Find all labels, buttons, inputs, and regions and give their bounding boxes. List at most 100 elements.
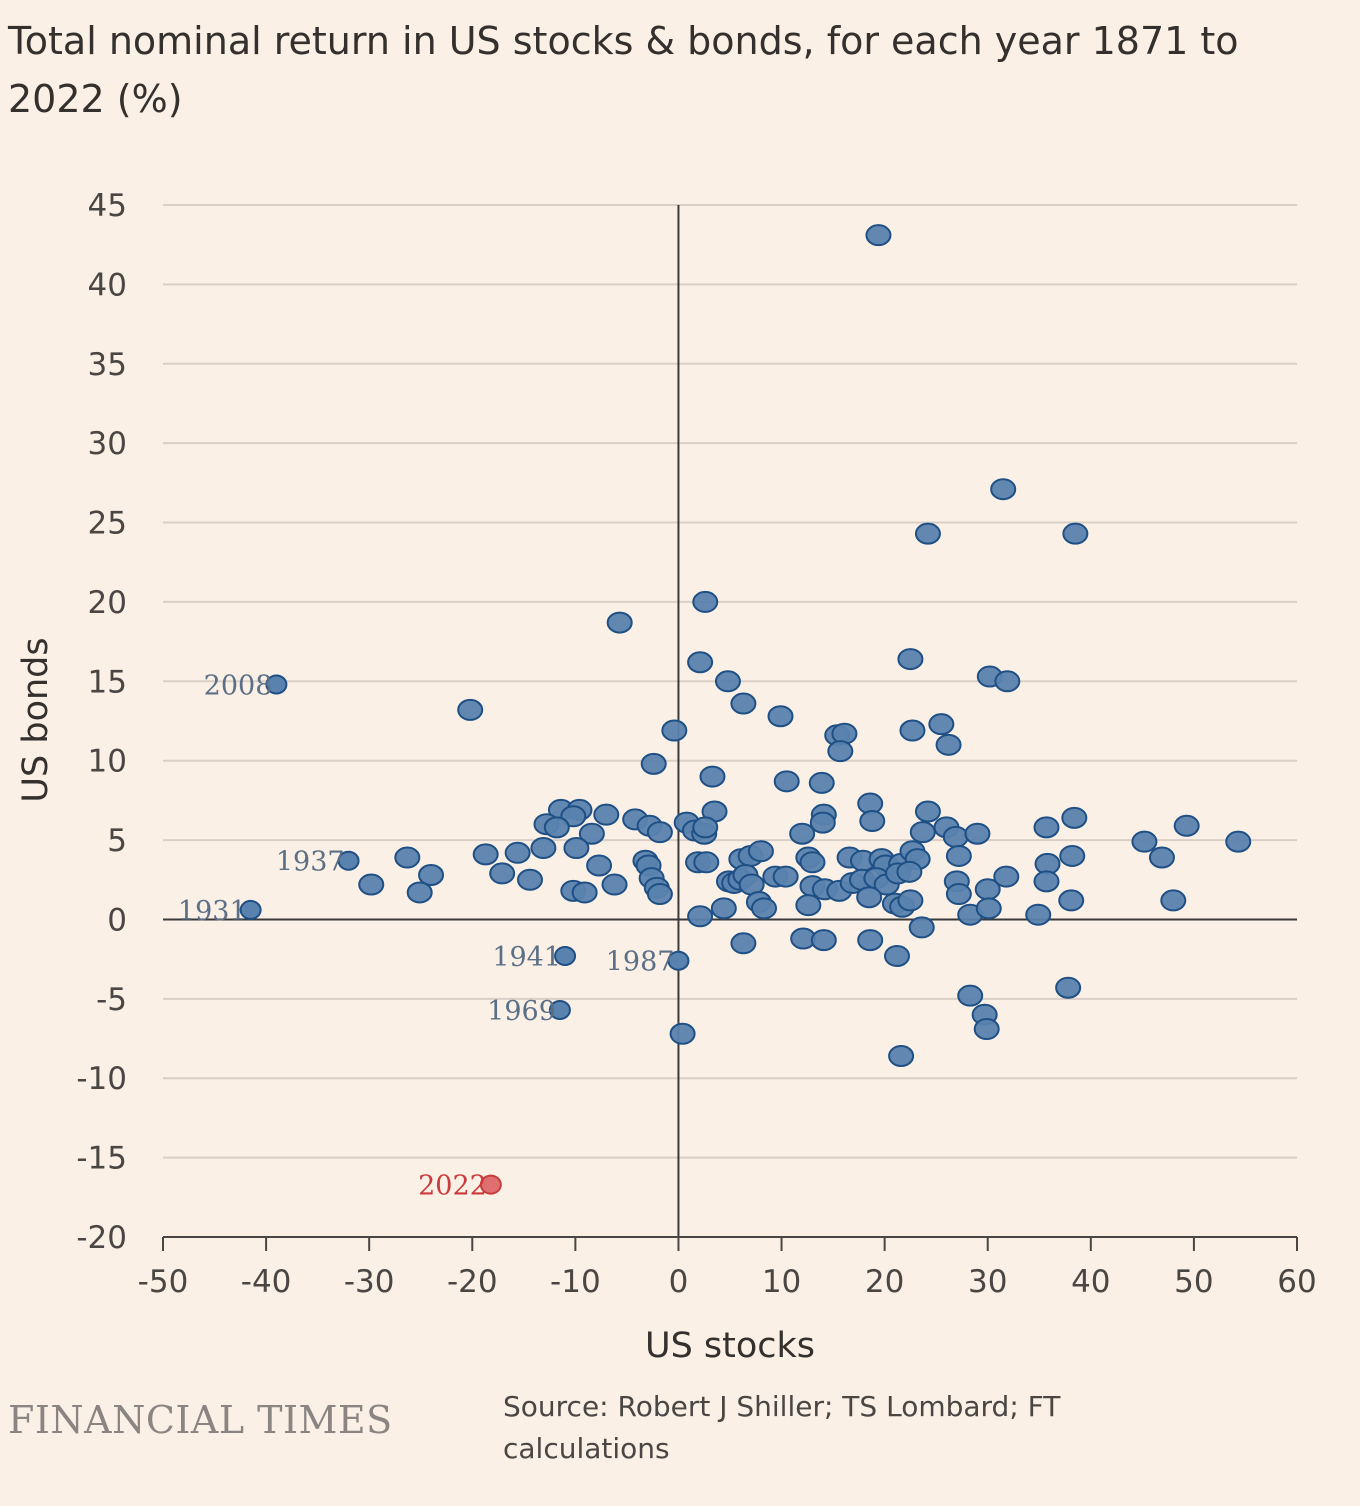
data-point [888,1045,915,1068]
data-point [563,837,590,860]
x-tick-label: 10 [762,1264,801,1300]
data-point [457,698,484,721]
data-point [1025,903,1052,926]
annotated-point-1969 [548,999,571,1020]
data-point [1173,814,1200,837]
data-point [1058,889,1085,912]
annotations: 2008 1937 1931 1941 1987 1969 2022 [178,670,690,1202]
data-point [472,843,499,866]
x-tick-label: 50 [1174,1264,1213,1300]
data-point [857,929,884,952]
data-point [418,864,445,887]
data-point [767,705,794,728]
data-point [714,670,741,693]
data-point [394,846,421,869]
data-point [799,851,826,874]
data-point [865,224,892,247]
data-point [942,825,969,848]
annotation-label: 1941 [492,942,561,973]
data-point [646,821,673,844]
annotated-point-1941 [554,945,577,966]
data-point [994,670,1021,693]
data-point [406,881,433,904]
annotated-point-1937 [337,850,360,871]
data-point [772,865,799,888]
data-point [710,897,737,920]
data-point [896,860,923,883]
annotation-label: 2022 [418,1171,487,1202]
data-point [1148,846,1175,869]
source-note: Source: Robert J Shiller; TS Lombard; FT… [503,1390,1061,1465]
data-point [578,822,605,845]
data-point [661,719,688,742]
data-point [699,765,726,788]
y-tick-label: 40 [88,267,127,303]
y-tick-label: -20 [76,1220,127,1256]
data-point [730,932,757,955]
data-point [859,810,886,833]
x-tick-label: -10 [550,1264,601,1300]
data-point [1033,870,1060,893]
data-point [1225,830,1252,853]
data-point [899,719,926,742]
data-point [1033,816,1060,839]
data-point [789,822,816,845]
data-point [687,905,714,928]
x-tick-label: 20 [865,1264,904,1300]
data-points [358,224,1252,1068]
data-point [964,822,991,845]
y-tick-label: 45 [88,188,127,224]
data-point [1160,889,1187,912]
data-point [692,590,719,613]
annotation-label: 1937 [276,847,345,878]
data-point [751,897,778,920]
annotation-label: 2008 [204,670,273,701]
data-point [606,611,633,634]
data-point [809,811,836,834]
annotation-label: 1931 [178,896,247,927]
x-tick-label: -50 [138,1264,189,1300]
data-point [693,851,720,874]
y-tick-label: -15 [76,1141,127,1177]
data-point [935,733,962,756]
data-point [975,897,1002,920]
y-tick-label: 20 [88,585,127,621]
y-tick-label: -5 [96,982,127,1018]
data-point [1062,522,1089,545]
data-point [747,840,774,863]
x-axis-label: US stocks [645,1326,815,1366]
data-point [945,844,972,867]
data-point [571,881,598,904]
data-point [909,821,936,844]
data-point [640,752,667,775]
annotated-point-1987 [667,950,690,971]
data-point [808,771,835,794]
data-point [973,1018,1000,1041]
annotated-point-2022 [479,1174,502,1195]
y-tick-label: 5 [107,823,127,859]
data-point [669,1022,696,1045]
data-point [730,692,757,715]
data-point [884,944,911,967]
annotated-point-1931 [239,899,262,920]
x-tick-label: 30 [968,1264,1007,1300]
data-point [897,648,924,671]
data-point [928,713,955,736]
data-point [543,816,570,839]
x-tick-label: -30 [344,1264,395,1300]
data-point [914,522,941,545]
data-point [692,816,719,839]
x-tick-label: -20 [447,1264,498,1300]
data-point [897,889,924,912]
data-point [687,651,714,674]
data-point [1055,976,1082,999]
x-tick-label: 40 [1071,1264,1110,1300]
data-point [914,800,941,823]
data-point [601,873,628,896]
data-point [773,770,800,793]
data-point [593,803,620,826]
data-point [530,837,557,860]
y-tick-label: 15 [88,664,127,700]
data-point [586,854,613,877]
